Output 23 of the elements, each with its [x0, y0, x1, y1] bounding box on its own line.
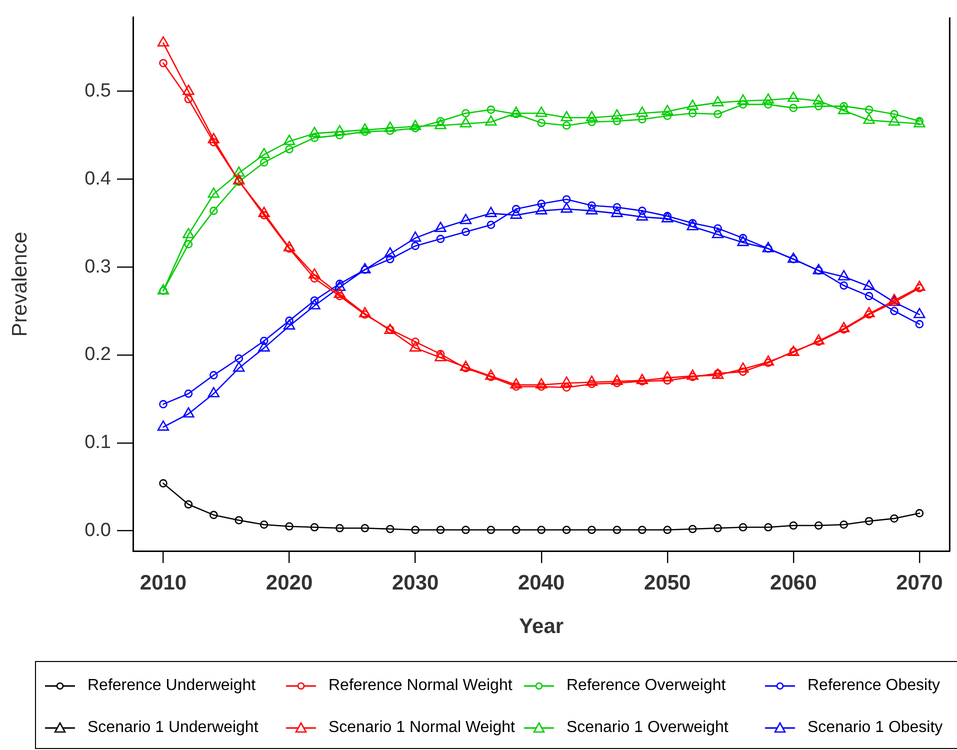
legend-label: Scenario 1 Underweight	[88, 719, 258, 737]
y-tick-label: 0.5	[84, 80, 111, 102]
x-tick-label: 2060	[770, 571, 817, 594]
legend-label: Scenario 1 Normal Weight	[328, 719, 515, 737]
y-tick-label: 0.4	[84, 168, 112, 190]
x-tick-label: 2040	[518, 571, 565, 594]
legend-label: Reference Normal Weight	[328, 677, 512, 695]
legend-label: Scenario 1 Obesity	[808, 719, 943, 737]
y-tick-label: 0.0	[84, 520, 111, 542]
x-tick-label: 2050	[644, 571, 691, 594]
x-tick-label: 2030	[392, 571, 439, 594]
x-tick-label: 2010	[140, 571, 187, 594]
x-tick-label: 2020	[266, 571, 313, 594]
x-axis-title: Year	[519, 615, 564, 638]
y-tick-label: 0.3	[84, 256, 111, 278]
y-tick-label: 0.1	[84, 432, 111, 454]
x-tick-label: 2070	[896, 571, 943, 594]
y-tick-label: 0.2	[84, 344, 111, 366]
legend-label: Reference Obesity	[808, 677, 940, 695]
legend-label: Reference Underweight	[88, 677, 256, 695]
legend-label: Reference Overweight	[566, 677, 726, 695]
legend-label: Scenario 1 Overweight	[566, 719, 728, 737]
y-axis-title: Prevalence	[8, 232, 32, 337]
